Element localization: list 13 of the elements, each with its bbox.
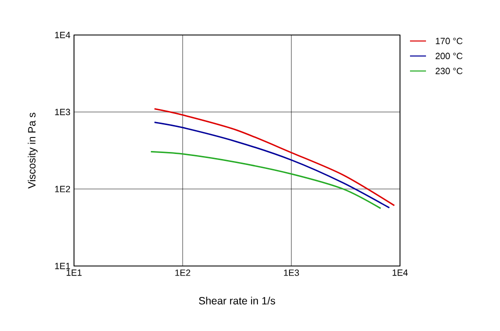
y-tick-label: 1E3 bbox=[55, 108, 70, 116]
x-axis-title: Shear rate in 1/s bbox=[198, 296, 276, 304]
y-axis-title: Viscosity in Pa s bbox=[28, 112, 38, 189]
legend-label: 200 °C bbox=[436, 52, 462, 60]
legend-label: 230 °C bbox=[436, 68, 462, 74]
x-tick-label: 1E2 bbox=[175, 270, 190, 276]
legend-label: 170 °C bbox=[436, 38, 462, 44]
x-tick-label: 1E4 bbox=[392, 270, 408, 276]
y-tick-label: 1E1 bbox=[55, 262, 70, 270]
x-tick-label: 1E3 bbox=[284, 270, 299, 276]
y-tick-label: 1E4 bbox=[55, 32, 70, 38]
y-tick-label: 1E2 bbox=[55, 186, 70, 192]
x-tick-label: 1E1 bbox=[66, 270, 82, 276]
